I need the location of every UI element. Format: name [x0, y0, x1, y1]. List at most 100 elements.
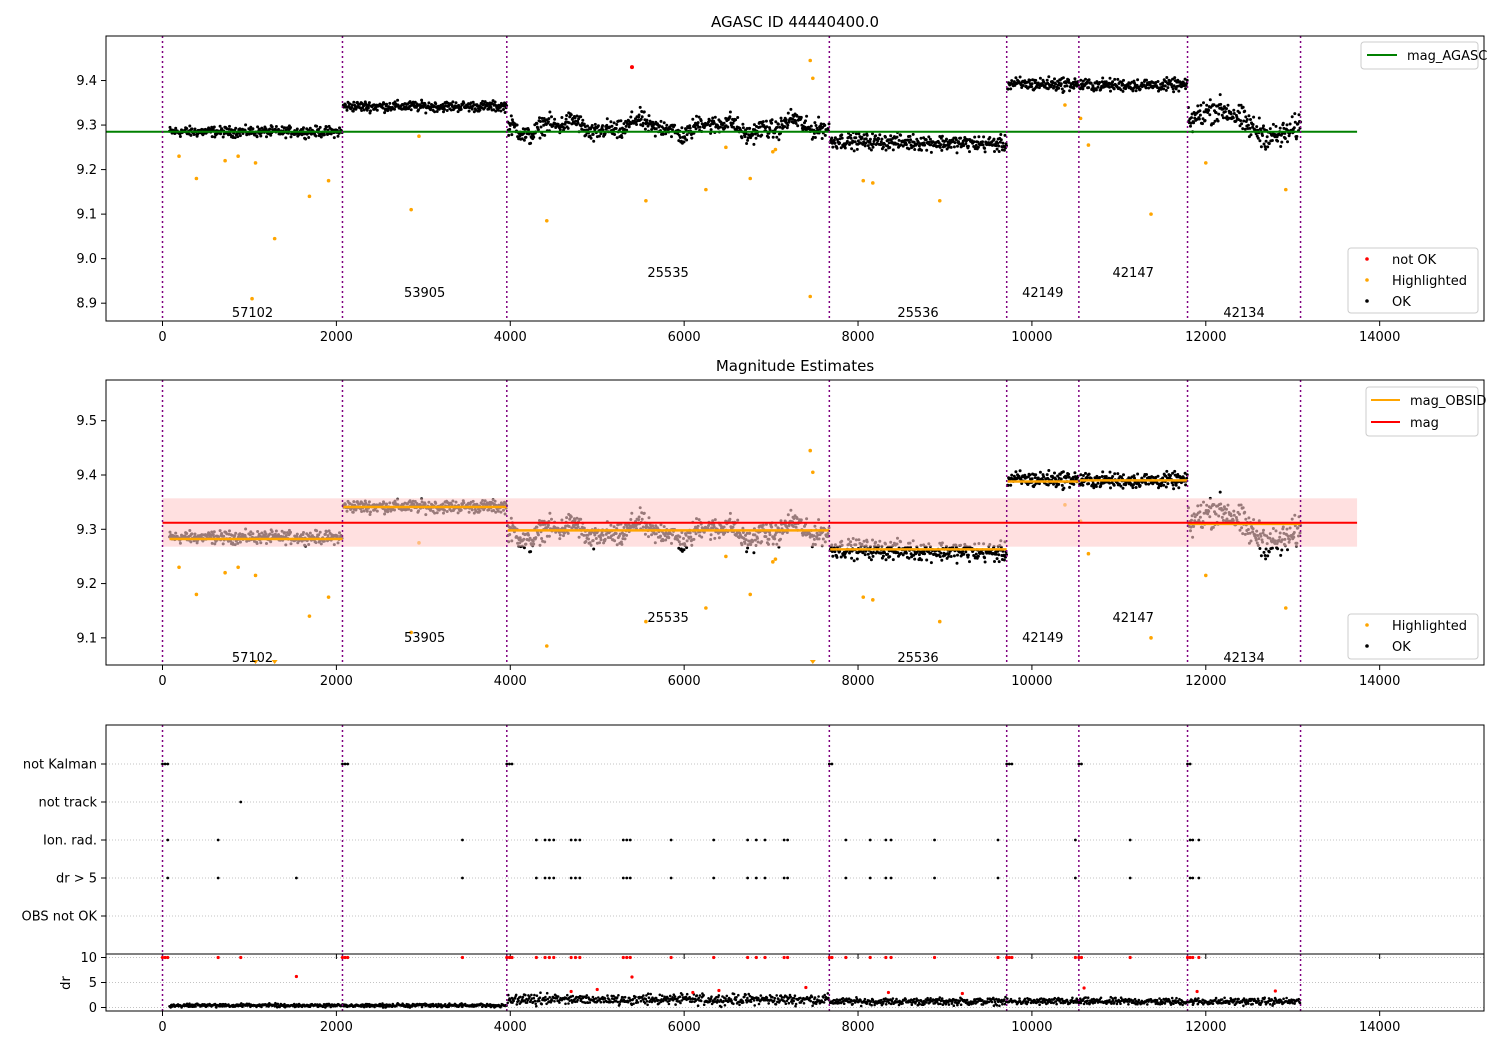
- ok-point: [1108, 470, 1112, 474]
- ok-point: [641, 121, 645, 125]
- ok-point: [925, 558, 929, 562]
- ok-point: [691, 117, 695, 121]
- ok-point: [1192, 111, 1196, 114]
- ok-point: [1279, 145, 1283, 148]
- ok-point: [593, 128, 597, 132]
- dr-point: [260, 1005, 263, 1009]
- obsid-label: 25536: [897, 306, 938, 321]
- legend-box: [1347, 613, 1479, 660]
- ok-point: [891, 558, 895, 562]
- flag-point: [844, 838, 848, 842]
- ok-point: [260, 126, 264, 130]
- flag-point: [508, 762, 511, 766]
- ok-point: [1177, 89, 1181, 93]
- ok-point: [994, 552, 998, 556]
- ok-point: [774, 120, 778, 124]
- ok-point: [1173, 469, 1177, 473]
- panel-magnitude-estimates: Magnitude Estimates 57102539052553525536…: [76, 357, 1486, 689]
- highlighted-point: [1149, 636, 1153, 640]
- ok-point: [536, 128, 540, 132]
- ok-point: [522, 138, 526, 142]
- dr-point: [194, 1005, 197, 1008]
- ok-point: [563, 126, 566, 130]
- ok-point: [699, 119, 703, 123]
- ok-point: [940, 134, 944, 138]
- ok-point: [643, 127, 647, 131]
- ok-point: [874, 134, 878, 138]
- ok-point: [1240, 122, 1244, 126]
- flag-point: [547, 876, 551, 880]
- ok-point: [1072, 86, 1076, 90]
- obsid-label: 57102: [232, 306, 273, 321]
- ok-point: [939, 551, 943, 555]
- ok-point: [665, 123, 669, 127]
- ok-point: [1100, 475, 1104, 478]
- y-tick-label: 9.3: [76, 523, 97, 538]
- ok-point: [770, 118, 774, 122]
- ok-point: [1087, 86, 1091, 90]
- panel-2-axes: 0 2000 4000 6000 8000 10000 12000 140009.19.29.…: [76, 414, 1400, 689]
- ok-point: [218, 124, 222, 128]
- highlighted-point: [773, 147, 778, 152]
- ok-point: [280, 125, 284, 129]
- flag-point: [552, 838, 556, 842]
- ok-point: [619, 119, 623, 123]
- ok-point: [1001, 141, 1005, 145]
- ok-point: [906, 138, 910, 142]
- ok-point: [1239, 119, 1243, 123]
- ok-point: [919, 136, 923, 140]
- ok-point: [799, 115, 803, 119]
- ok-point: [1079, 78, 1083, 82]
- ok-point: [1217, 112, 1221, 116]
- ok-point: [752, 551, 756, 555]
- ok-point: [1081, 79, 1085, 83]
- ok-point: [1061, 470, 1065, 474]
- ok-point: [345, 108, 349, 112]
- highlighted-point: [1203, 161, 1208, 165]
- ok-point: [1033, 81, 1037, 85]
- panel-2-frame: [105, 379, 1485, 666]
- panel-1-legend-top: mag_AGASC: [1360, 41, 1487, 70]
- ok-point: [1192, 121, 1196, 125]
- highlighted-point: [253, 573, 258, 578]
- ok-point: [1232, 108, 1236, 112]
- ok-point: [712, 121, 716, 125]
- ok-point: [1089, 476, 1093, 480]
- ok-point: [560, 122, 564, 126]
- ok-point: [1062, 89, 1066, 93]
- ok-point: [741, 122, 745, 126]
- flag-point: [161, 762, 164, 766]
- ok-point: [1262, 142, 1266, 146]
- ok-point: [307, 136, 311, 139]
- ok-point: [622, 122, 626, 126]
- flag-point: [166, 876, 170, 880]
- ok-point: [1257, 116, 1261, 120]
- ok-point: [1288, 122, 1292, 126]
- ok-point: [442, 110, 445, 114]
- ok-point: [833, 141, 837, 145]
- ok-point: [592, 547, 596, 551]
- flag-point: [746, 876, 750, 880]
- ok-point: [880, 137, 884, 141]
- ok-point: [620, 136, 624, 139]
- ok-point: [1266, 554, 1270, 558]
- ok-point: [786, 123, 790, 127]
- ok-point: [210, 135, 214, 139]
- ok-point: [887, 141, 891, 145]
- ok-point: [956, 553, 959, 557]
- ok-point: [1199, 103, 1203, 107]
- ok-point: [1042, 80, 1046, 84]
- ok-point: [949, 145, 953, 149]
- ok-point: [884, 558, 888, 562]
- ok-point: [1174, 483, 1178, 487]
- flag-point: [166, 838, 170, 842]
- ok-point: [661, 132, 665, 136]
- flag-point: [510, 762, 514, 766]
- ok-point: [1213, 119, 1217, 123]
- ok-point: [883, 551, 886, 555]
- flag-point: [933, 876, 936, 880]
- flag-point: [884, 876, 888, 880]
- ok-point: [1208, 113, 1212, 117]
- ok-point: [255, 135, 259, 139]
- ok-point: [867, 556, 871, 559]
